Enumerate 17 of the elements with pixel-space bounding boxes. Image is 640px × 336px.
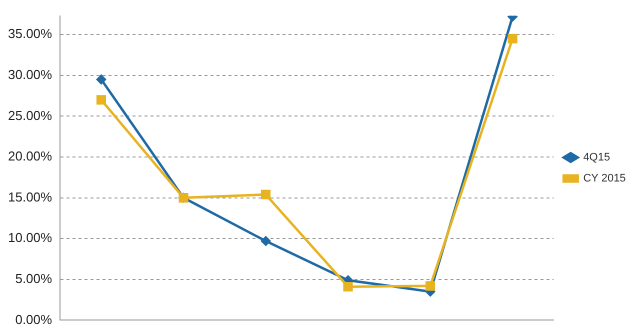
point	[426, 281, 436, 291]
y-tick-label: 25.00%	[8, 108, 53, 123]
y-tick-label: 5.00%	[15, 270, 53, 286]
y-tick-label: 35.00%	[8, 26, 53, 42]
y-tick-label: 30.00%	[8, 66, 53, 82]
point	[343, 282, 353, 292]
y-tick-label: 20.00%	[8, 148, 53, 164]
y-tick-label: 15.00%	[8, 189, 53, 204]
point	[96, 74, 106, 84]
point	[261, 236, 271, 246]
legend-label: 4Q15	[583, 152, 610, 164]
legend-label: CY 2015	[583, 172, 626, 185]
y-tick-label: 10.00%	[8, 230, 53, 246]
point	[96, 95, 106, 105]
y-tick-label: 0.00%	[15, 312, 53, 327]
point	[260, 190, 271, 200]
point	[508, 34, 518, 44]
